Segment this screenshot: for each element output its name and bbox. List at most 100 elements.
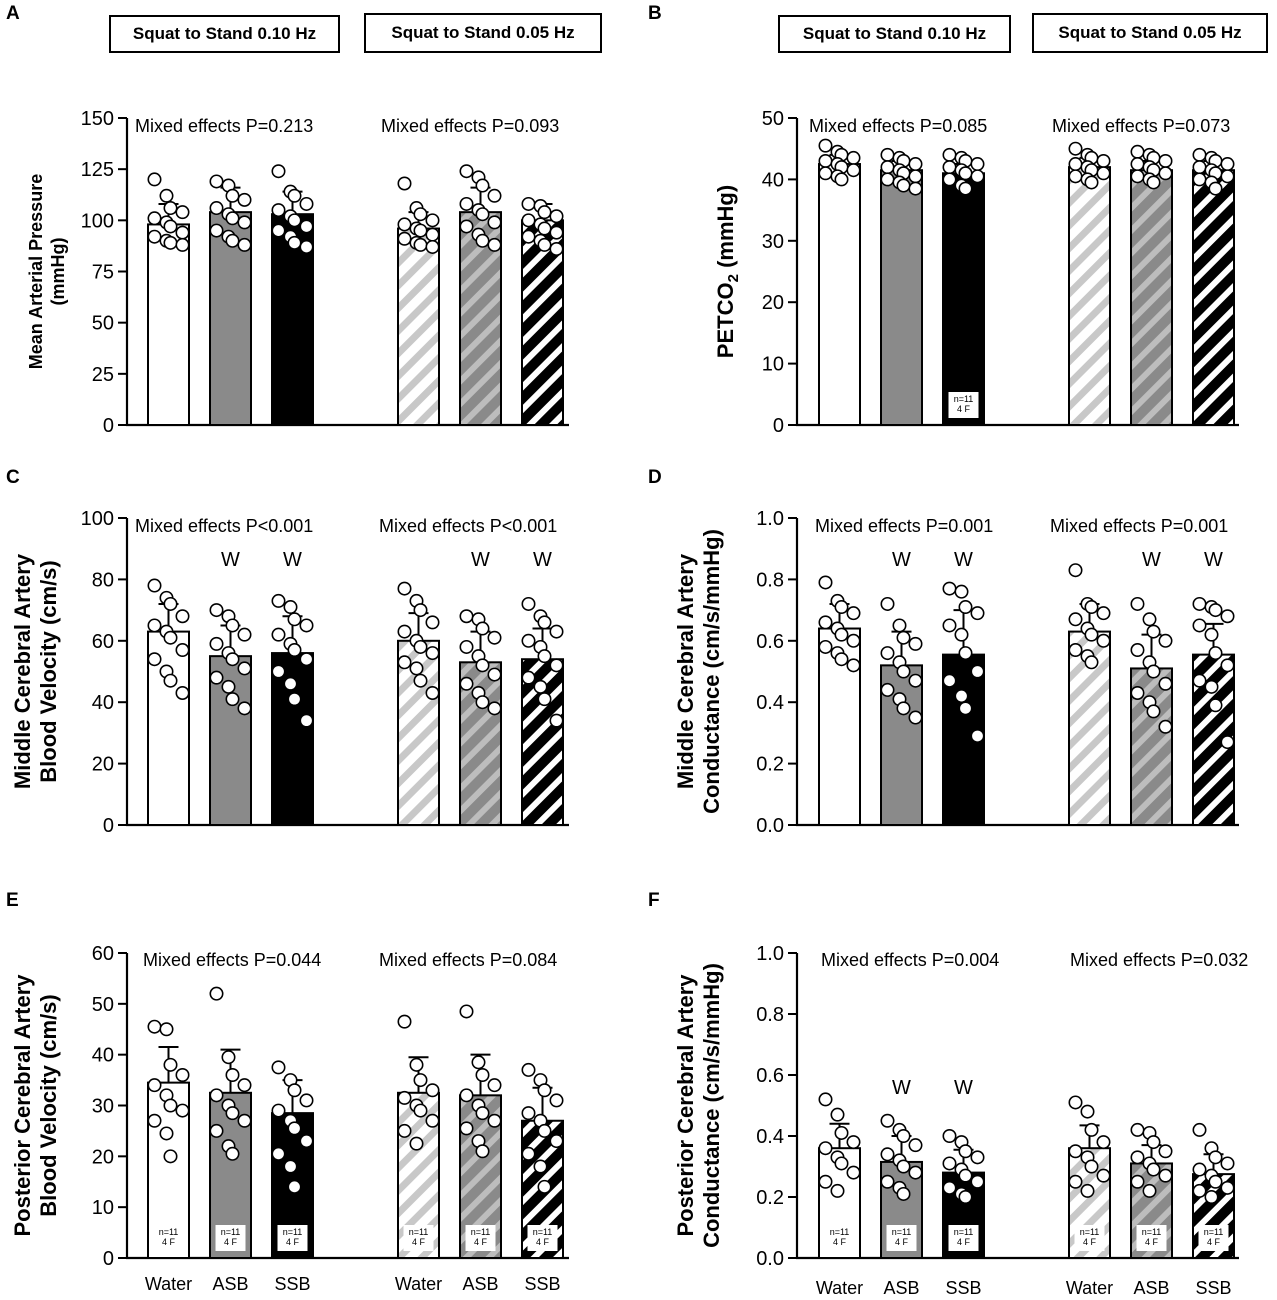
- panel-letter-d: D: [648, 467, 662, 488]
- n-label-count-f: n=11: [830, 1227, 850, 1237]
- n-label-female-e: 4 F: [286, 1237, 300, 1247]
- data-point-d-s1-ssb: [970, 606, 985, 621]
- y-tick-label-e: 0: [103, 1248, 114, 1270]
- n-label-count-e: n=11: [159, 1227, 179, 1237]
- data-point-a-s1-ssb: [299, 239, 314, 254]
- n-label-female-e: 4 F: [474, 1237, 488, 1247]
- chart-panel-d: 0.0 0.2 0.4 0.6 0.8 1.0 Middle Cerebral Artery…: [673, 508, 1239, 837]
- data-point-e-s1-asb: [237, 1078, 252, 1093]
- panel-letter-e: E: [6, 890, 19, 911]
- annotation-c-1: Mixed effects P<0.001: [135, 516, 313, 536]
- data-point-e-s2-ssb: [537, 1083, 552, 1098]
- n-label-female-f: 4 F: [957, 1237, 971, 1247]
- data-point-f-s2-asb: [1158, 1168, 1173, 1183]
- x-tick-label-f-s1-asb: ASB: [883, 1278, 919, 1298]
- chart-panel-a: 0 25 50 75 100 125 150 Mean Arterial Pressure (m…: [26, 108, 569, 437]
- data-point-f-s2-ssb: [1192, 1183, 1207, 1198]
- data-point-f-s2-ssb: [1220, 1180, 1235, 1195]
- data-point-b-s1-asb: [908, 181, 923, 196]
- y-tick-label-b: 40: [762, 169, 784, 191]
- data-point-c-s2-asb: [459, 639, 474, 654]
- condition-box-010-right: Squat to Stand 0.10 Hz: [778, 15, 1011, 53]
- data-point-c-s2-ssb: [533, 679, 548, 694]
- data-point-e-s1-water: [147, 1019, 162, 1034]
- data-point-b-s1-water: [846, 163, 861, 178]
- y-tick-label-c: 20: [92, 754, 114, 776]
- data-point-c-s1-water: [163, 596, 178, 611]
- chart-panel-b: 0 10 20 30 40 50 PETCO2 (mmHg) Mixed effects P=…: [713, 108, 1239, 437]
- bar-b-s2-ssb: [1192, 169, 1235, 426]
- data-point-f-s1-ssb: [942, 1129, 957, 1144]
- data-point-b-s2-asb: [1158, 153, 1173, 168]
- data-point-d-s1-ssb: [958, 600, 973, 615]
- data-point-e-s1-water: [163, 1098, 178, 1113]
- data-point-d-s1-water: [846, 658, 861, 673]
- data-point-f-s2-asb: [1142, 1183, 1157, 1198]
- data-point-e-s2-ssb: [549, 1134, 564, 1149]
- y-axis-label-a-2: (mmHg): [48, 238, 68, 306]
- data-point-d-s1-ssb: [942, 581, 957, 596]
- data-point-d-s2-ssb: [1208, 646, 1223, 661]
- y-tick-label-e: 10: [92, 1197, 114, 1219]
- data-point-e-s2-asb: [459, 1004, 474, 1019]
- data-point-b-s2-asb: [1158, 166, 1173, 181]
- x-tick-label-e-s1-asb: ASB: [212, 1274, 248, 1294]
- data-point-a-s1-asb: [225, 211, 240, 226]
- data-point-e-s1-water: [147, 1078, 162, 1093]
- data-point-b-s1-ssb: [942, 160, 957, 175]
- data-point-a-s2-ssb: [521, 213, 536, 228]
- data-point-a-s2-water: [425, 213, 440, 228]
- annotation-b-1: Mixed effects P=0.085: [809, 116, 987, 136]
- data-point-d-s2-asb: [1130, 685, 1145, 700]
- n-label-female-e: 4 F: [536, 1237, 550, 1247]
- data-point-e-s1-asb: [225, 1146, 240, 1161]
- w-mark-c-s1-ssb: W: [283, 549, 302, 571]
- data-point-b-s1-asb: [908, 169, 923, 184]
- data-point-f-s2-water: [1068, 1144, 1083, 1159]
- w-mark-c-s2-ssb: W: [533, 549, 552, 571]
- data-point-a-s1-water: [175, 237, 190, 252]
- data-point-d-s1-ssb: [958, 646, 973, 661]
- y-tick-label-a: 25: [92, 364, 114, 386]
- data-point-d-s2-water: [1084, 655, 1099, 670]
- data-point-c-s1-water: [147, 618, 162, 633]
- data-point-b-s1-water: [818, 166, 833, 181]
- data-point-c-s2-asb: [487, 701, 502, 716]
- data-point-d-s2-asb: [1158, 719, 1173, 734]
- annotation-a-2: Mixed effects P=0.093: [381, 116, 559, 136]
- data-point-c-s1-water: [147, 652, 162, 667]
- data-point-d-s2-asb: [1158, 633, 1173, 648]
- data-point-d-s1-water: [846, 633, 861, 648]
- y-tick-label-c: 0: [103, 815, 114, 837]
- data-point-e-s2-water: [397, 1123, 412, 1138]
- data-point-f-s2-water: [1080, 1104, 1095, 1119]
- y-axis-label-f-1: Posterior Cerebral Artery: [673, 974, 698, 1237]
- data-point-a-s2-ssb: [549, 209, 564, 224]
- y-tick-label-d: 1.0: [756, 508, 784, 530]
- n-label-box-f: [1136, 1225, 1167, 1251]
- data-point-f-s1-water: [818, 1092, 833, 1107]
- y-tick-label-c: 40: [92, 692, 114, 714]
- data-point-f-s2-water: [1084, 1159, 1099, 1174]
- condition-box-005-left: Squat to Stand 0.05 Hz: [364, 13, 602, 53]
- data-point-a-s1-ssb: [271, 164, 286, 179]
- n-label-count-f: n=11: [892, 1227, 912, 1237]
- data-point-c-s2-water: [409, 661, 424, 676]
- n-label-count-e: n=11: [283, 1227, 303, 1237]
- data-point-b-s2-ssb: [1192, 172, 1207, 187]
- data-point-a-s2-asb: [459, 196, 474, 211]
- n-label-female-f: 4 F: [1207, 1237, 1221, 1247]
- data-point-c-s1-asb: [209, 636, 224, 651]
- data-point-e-s2-ssb: [533, 1159, 548, 1174]
- data-point-d-s2-ssb: [1192, 618, 1207, 633]
- data-point-e-s1-ssb: [283, 1159, 298, 1174]
- data-point-e-s1-ssb: [299, 1134, 314, 1149]
- data-point-d-s2-ssb: [1220, 658, 1235, 673]
- data-point-d-s2-ssb: [1192, 596, 1207, 611]
- data-point-d-s2-water: [1068, 563, 1083, 578]
- n-label-female-f: 4 F: [895, 1237, 909, 1247]
- y-tick-label-d: 0.0: [756, 815, 784, 837]
- bar-c-s2-ssb: [521, 658, 564, 826]
- data-point-b-s1-asb: [880, 147, 895, 162]
- data-point-d-s1-asb: [908, 710, 923, 725]
